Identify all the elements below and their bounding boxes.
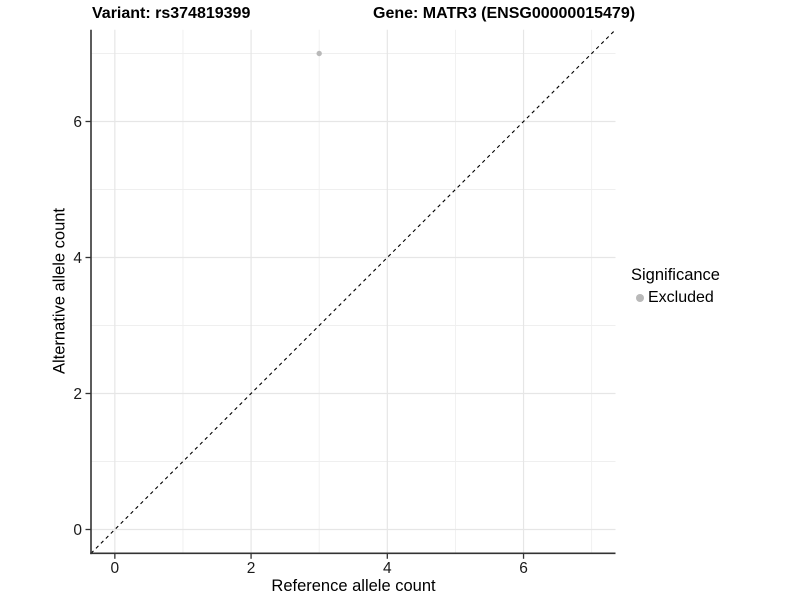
legend-point-icon xyxy=(635,294,644,302)
identity-reference-line xyxy=(90,29,616,554)
chart-title-gene: Gene: MATR3 (ENSG00000015479) xyxy=(373,5,636,22)
legend-title: Significance xyxy=(631,266,720,284)
x-tick-label: 4 xyxy=(383,560,392,577)
legend: Significance Excluded xyxy=(631,266,720,307)
x-tick-label: 6 xyxy=(519,560,528,577)
legend-key xyxy=(631,290,648,307)
legend-item-excluded: Excluded xyxy=(631,289,720,307)
y-axis-title: Alternative allele count xyxy=(50,207,69,375)
y-tick-label: 4 xyxy=(73,250,82,267)
y-tick-label: 2 xyxy=(73,386,82,403)
y-tick-label: 0 xyxy=(73,522,82,539)
legend-item-label: Excluded xyxy=(648,289,714,306)
x-tick-label: 0 xyxy=(111,560,120,577)
data-point xyxy=(316,50,322,57)
y-tick-label: 6 xyxy=(73,114,82,131)
chart-title-variant: Variant: rs374819399 xyxy=(92,5,251,22)
x-axis-title: Reference allele count xyxy=(271,577,436,595)
x-tick-label: 2 xyxy=(247,560,256,577)
